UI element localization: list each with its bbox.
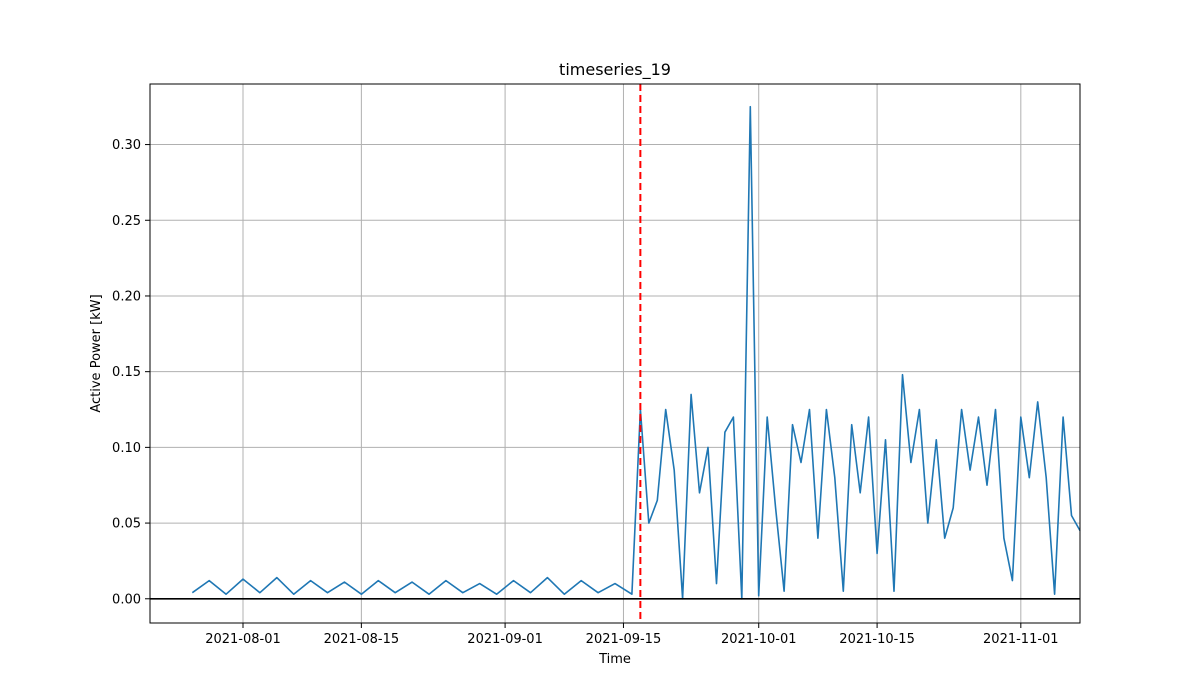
grid-layer <box>150 84 1080 623</box>
plot-frame <box>149 83 1081 624</box>
series-layer <box>191 105 1081 600</box>
y-tick-label: 0.05 <box>112 517 141 532</box>
tick-layer: 2021-08-01 2021-08-15 2021-09-01 2021-09-15… <box>112 138 1059 647</box>
x-tick-label: 2021-10-01 <box>721 632 797 647</box>
x-tick-label: 2021-09-01 <box>467 632 543 647</box>
y-axis-label: Active Power [kW] <box>89 294 104 412</box>
y-tick-label: 0.20 <box>112 289 141 304</box>
x-axis-label: Time <box>598 652 631 667</box>
reference-lines <box>150 84 1080 623</box>
y-tick-label: 0.10 <box>112 441 141 456</box>
chart-title: timeseries_19 <box>559 60 671 80</box>
x-tick-label: 2021-11-01 <box>983 632 1059 647</box>
series-line <box>191 105 1081 600</box>
y-tick-label: 0.00 <box>112 592 141 607</box>
x-tick-label: 2021-09-15 <box>586 632 662 647</box>
y-tick-label: 0.25 <box>112 214 141 229</box>
y-tick-label: 0.15 <box>112 365 141 380</box>
y-tick-label: 0.30 <box>112 138 141 153</box>
x-tick-label: 2021-10-15 <box>839 632 915 647</box>
x-tick-label: 2021-08-15 <box>324 632 400 647</box>
x-tick-label: 2021-08-01 <box>205 632 281 647</box>
